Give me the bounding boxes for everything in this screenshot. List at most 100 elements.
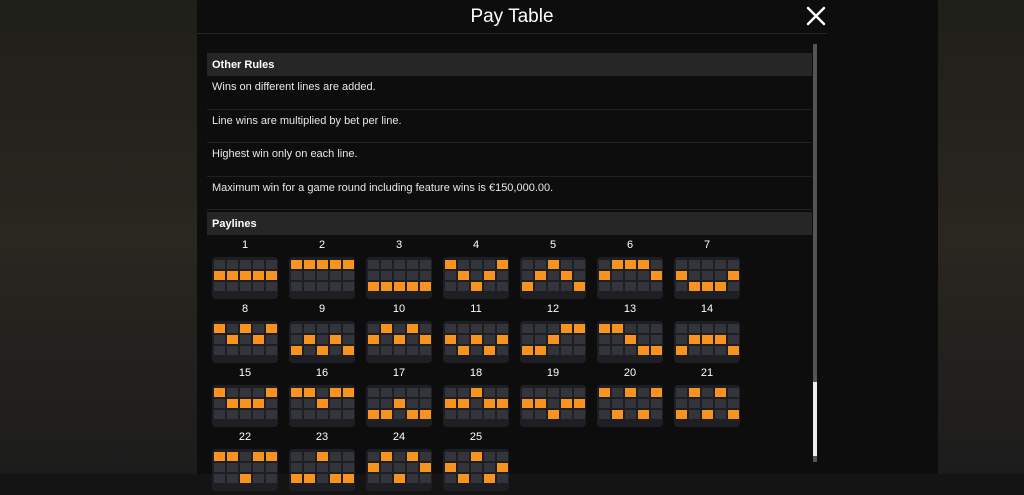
payline-cell — [598, 346, 610, 355]
payline-cell-active — [470, 335, 482, 344]
payline-number: 23 — [315, 431, 329, 443]
payline-cell — [329, 282, 341, 291]
payline-cell — [239, 410, 251, 419]
payline-cell-active — [290, 388, 302, 397]
payline-cell — [560, 260, 572, 269]
payline-cell — [650, 324, 662, 333]
payline-cell — [419, 474, 431, 483]
payline-cell-active — [316, 452, 328, 461]
payline-cell — [470, 271, 482, 280]
payline-cell-active — [252, 335, 264, 344]
payline-cell — [316, 410, 328, 419]
payline-6: 6 — [597, 239, 663, 299]
payline-cell-active — [226, 399, 238, 408]
payline-cell — [290, 271, 302, 280]
payline-cell — [393, 346, 405, 355]
payline-cell — [419, 452, 431, 461]
payline-cell-active — [252, 452, 264, 461]
payline-cell-active — [380, 282, 392, 291]
scrollbar-track[interactable] — [813, 44, 817, 462]
payline-cell-active — [624, 260, 636, 269]
payline-cell — [226, 388, 238, 397]
payline-cell-active — [637, 346, 649, 355]
payline-pattern — [674, 385, 740, 427]
payline-pattern — [289, 449, 355, 491]
payline-cell — [496, 474, 508, 483]
payline-cell — [380, 388, 392, 397]
payline-cell — [573, 271, 585, 280]
payline-cell — [637, 399, 649, 408]
payline-cell — [560, 282, 572, 291]
payline-cell — [701, 388, 713, 397]
payline-cell — [457, 410, 469, 419]
payline-cell — [316, 463, 328, 472]
payline-cell — [521, 388, 533, 397]
payline-cell — [650, 335, 662, 344]
payline-cell — [444, 346, 456, 355]
rule-item: Maximum win for a game round including f… — [207, 177, 812, 210]
payline-cell — [393, 324, 405, 333]
payline-cell — [303, 271, 315, 280]
payline-cell — [521, 410, 533, 419]
payline-cell-active — [367, 463, 379, 472]
payline-cell-active — [470, 282, 482, 291]
close-button[interactable] — [804, 4, 828, 28]
payline-cell-active — [701, 410, 713, 419]
payline-cell — [650, 282, 662, 291]
payline-cell — [483, 388, 495, 397]
payline-number: 25 — [469, 431, 483, 443]
payline-cell — [239, 388, 251, 397]
payline-3: 3 — [366, 239, 432, 299]
payline-cell — [290, 399, 302, 408]
payline-cell-active — [611, 260, 623, 269]
payline-cell — [213, 399, 225, 408]
payline-cell — [265, 260, 277, 269]
payline-cell-active — [393, 282, 405, 291]
payline-cell-active — [444, 463, 456, 472]
payline-cell-active — [727, 410, 739, 419]
payline-cell — [265, 474, 277, 483]
payline-cell-active — [239, 324, 251, 333]
payline-cell — [611, 282, 623, 291]
payline-cell — [714, 410, 726, 419]
payline-cell — [457, 282, 469, 291]
payline-cell-active — [329, 335, 341, 344]
payline-cell — [239, 463, 251, 472]
payline-cell — [470, 463, 482, 472]
payline-cell — [727, 335, 739, 344]
payline-cell — [714, 399, 726, 408]
payline-cell — [483, 324, 495, 333]
payline-cell-active — [380, 324, 392, 333]
payline-cell — [213, 346, 225, 355]
payline-cell-active — [573, 282, 585, 291]
payline-cell-active — [547, 260, 559, 269]
payline-cell-active — [675, 271, 687, 280]
other-rules-heading: Other Rules — [207, 53, 812, 76]
payline-cell — [329, 324, 341, 333]
payline-cell — [650, 260, 662, 269]
payline-cell — [650, 410, 662, 419]
payline-cell-active — [675, 346, 687, 355]
payline-cell-active — [650, 271, 662, 280]
payline-10: 10 — [366, 303, 432, 363]
payline-cell — [290, 282, 302, 291]
payline-24: 24 — [366, 431, 432, 491]
payline-8: 8 — [212, 303, 278, 363]
payline-cell-active — [560, 399, 572, 408]
payline-cell — [457, 335, 469, 344]
payline-cell — [521, 335, 533, 344]
scrollbar-thumb[interactable] — [813, 382, 817, 456]
payline-cell — [675, 282, 687, 291]
payline-cell — [727, 260, 739, 269]
payline-cell — [393, 388, 405, 397]
payline-cell — [252, 260, 264, 269]
payline-pattern — [520, 385, 586, 427]
payline-number: 18 — [469, 367, 483, 379]
payline-cell — [406, 388, 418, 397]
payline-cell — [534, 324, 546, 333]
payline-cell-active — [534, 271, 546, 280]
payline-pattern — [366, 385, 432, 427]
payline-cell — [637, 335, 649, 344]
payline-cell — [470, 399, 482, 408]
payline-cell — [252, 410, 264, 419]
